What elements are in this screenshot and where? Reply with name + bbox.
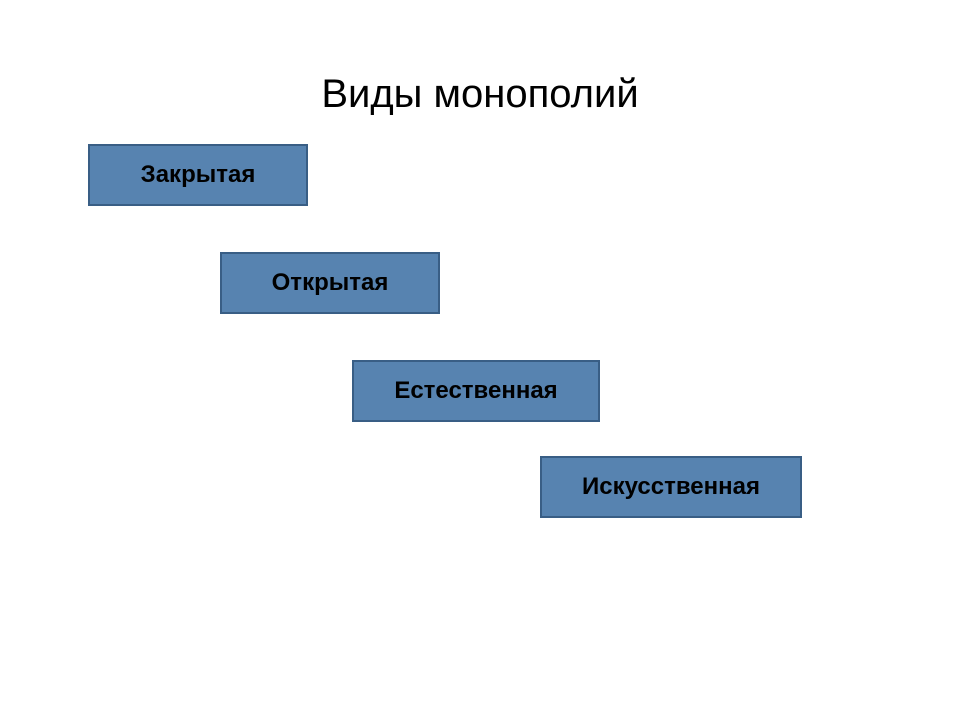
monopoly-type-box: Открытая (220, 252, 440, 314)
monopoly-type-box: Закрытая (88, 144, 308, 206)
monopoly-type-box: Искусственная (540, 456, 802, 518)
monopoly-type-label: Закрытая (141, 161, 256, 189)
slide-title: Виды монополий (0, 72, 960, 117)
monopoly-type-box: Естественная (352, 360, 600, 422)
monopoly-type-label: Естественная (394, 377, 557, 405)
monopoly-type-label: Открытая (272, 269, 389, 297)
monopoly-type-label: Искусственная (582, 473, 760, 501)
